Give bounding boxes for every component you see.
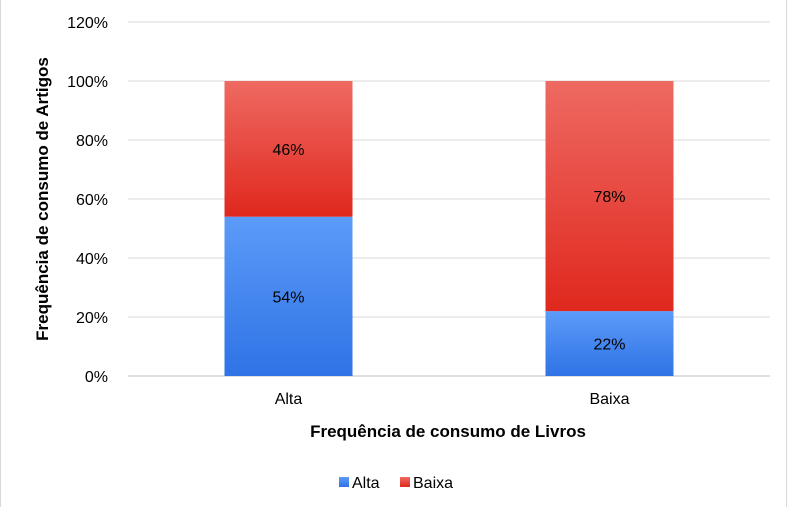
bars bbox=[224, 81, 674, 376]
y-tick-label-100: 100% bbox=[67, 74, 108, 91]
data-label-baixa-alta: 22% bbox=[593, 337, 625, 354]
bar-baixa-baixa bbox=[545, 81, 674, 312]
y-tick-label-120: 120% bbox=[67, 15, 108, 32]
y-tick-label-80: 80% bbox=[76, 133, 108, 150]
bar-baixa-alta bbox=[545, 311, 674, 376]
y-tick-label-0: 0% bbox=[85, 369, 108, 386]
y-tick-labels: 0% 20% 40% 60% 80% 100% 120% bbox=[67, 15, 108, 386]
legend-label-baixa: Baixa bbox=[413, 475, 453, 492]
data-labels: 54% 46% 22% 78% bbox=[272, 142, 625, 354]
x-tick-label-alta: Alta bbox=[275, 391, 303, 408]
x-axis-title: Frequência de consumo de Livros bbox=[310, 422, 586, 441]
x-tick-labels: Alta Baixa bbox=[275, 391, 630, 408]
gridlines bbox=[128, 21, 770, 377]
x-tick-label-baixa: Baixa bbox=[589, 391, 629, 408]
bar-alta-baixa bbox=[224, 81, 353, 217]
legend-label-alta: Alta bbox=[352, 475, 380, 492]
y-axis-title: Frequência de consumo de Artigos bbox=[33, 57, 52, 341]
legend-swatch-alta bbox=[339, 477, 349, 487]
y-tick-label-20: 20% bbox=[76, 310, 108, 327]
legend-swatch-baixa bbox=[400, 477, 410, 487]
data-label-baixa-baixa: 78% bbox=[593, 189, 625, 206]
frame-left-border bbox=[0, 0, 1, 507]
bar-alta-alta bbox=[224, 216, 353, 376]
data-label-alta-alta: 54% bbox=[272, 289, 304, 306]
y-tick-label-40: 40% bbox=[76, 251, 108, 268]
data-label-alta-baixa: 46% bbox=[272, 142, 304, 159]
y-tick-label-60: 60% bbox=[76, 192, 108, 209]
legend: Alta Baixa bbox=[339, 475, 453, 492]
